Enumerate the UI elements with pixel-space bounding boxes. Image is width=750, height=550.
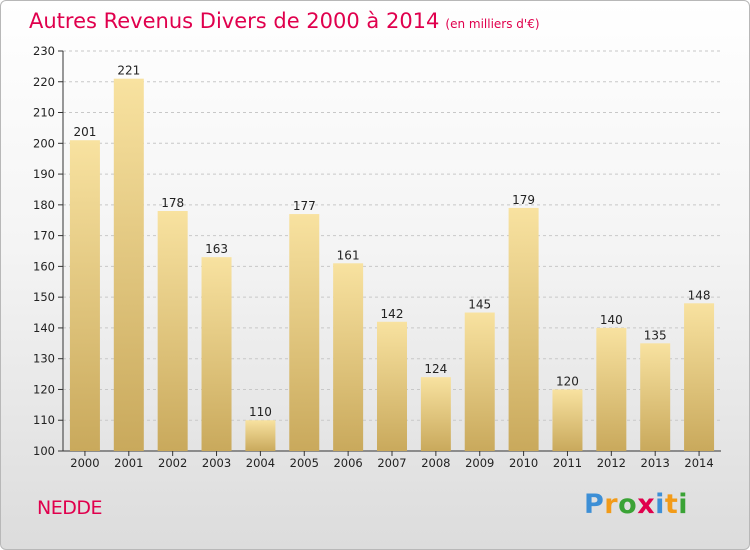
y-tick-label: 130 — [33, 352, 55, 366]
x-tick-label: 2001 — [114, 456, 143, 470]
data-label-2011: 120 — [556, 374, 579, 388]
y-tick-label: 190 — [33, 167, 55, 181]
bar-2012 — [596, 327, 627, 451]
data-label-2007: 142 — [381, 307, 404, 321]
y-tick-label: 220 — [33, 75, 55, 89]
y-tick-label: 150 — [33, 290, 55, 304]
logo-letter: i — [678, 489, 689, 520]
data-label-2010: 179 — [512, 193, 535, 207]
data-label-2014: 148 — [688, 288, 711, 302]
data-label-2013: 135 — [644, 328, 667, 342]
logo-letter: i — [655, 489, 665, 520]
x-tick-label: 2002 — [158, 456, 187, 470]
y-tick-label: 110 — [33, 413, 55, 427]
y-tick-label: 180 — [33, 198, 55, 212]
commune-name: NEDDE — [37, 497, 102, 519]
data-label-2012: 140 — [600, 313, 623, 327]
data-label-2006: 161 — [337, 248, 360, 262]
x-tick-label: 2003 — [202, 456, 231, 470]
axes: 100 110 120 130 140 150 160 170 180 190 200 210 220 2… — [33, 44, 721, 470]
title-text: Autres Revenus Divers de 2000 à 2014 — [29, 9, 440, 33]
y-tick-label: 160 — [33, 259, 55, 273]
data-label-2004: 110 — [249, 405, 272, 419]
bar-2002 — [157, 211, 188, 451]
x-tick-label: 2010 — [509, 456, 538, 470]
bars — [69, 78, 715, 451]
x-tick-label: 2013 — [641, 456, 670, 470]
bar-2006 — [333, 263, 364, 451]
y-tick-label: 120 — [33, 382, 55, 396]
bar-2009 — [464, 312, 495, 451]
y-tick-label: 140 — [33, 321, 55, 335]
x-tick-label: 2005 — [290, 456, 319, 470]
x-tick-label: 2006 — [333, 456, 362, 470]
chart-title: Autres Revenus Divers de 2000 à 2014 (en … — [29, 9, 540, 33]
y-tick-label: 170 — [33, 229, 55, 243]
bar-2011 — [552, 389, 583, 451]
y-tick-label: 200 — [33, 136, 55, 150]
logo-letter: r — [604, 489, 619, 520]
x-tick-label: 2012 — [597, 456, 626, 470]
data-label-2001: 221 — [117, 64, 140, 78]
bar-2008 — [420, 377, 451, 451]
y-tick-label: 230 — [33, 44, 55, 58]
bar-2000 — [69, 140, 100, 451]
data-label-2002: 178 — [161, 196, 184, 210]
x-tick-label: 2008 — [421, 456, 450, 470]
data-label-2008: 124 — [424, 362, 447, 376]
data-label-2000: 201 — [73, 125, 96, 139]
x-tick-label: 2007 — [377, 456, 406, 470]
x-tick-label: 2011 — [553, 456, 582, 470]
bar-2013 — [640, 343, 671, 451]
logo-letter: t — [664, 489, 679, 520]
data-label-2003: 163 — [205, 242, 228, 256]
logo-letter: x — [637, 489, 656, 520]
logo-letter: o — [618, 489, 638, 520]
bar-2003 — [201, 257, 232, 451]
bar-2010 — [508, 207, 539, 451]
x-tick-label: 2014 — [684, 456, 713, 470]
data-label-2009: 145 — [468, 298, 491, 312]
data-labels: 201 221 178 163 110 177 161 142 124 145 179 120 140 1… — [73, 64, 710, 420]
title-unit: (en milliers d'€) — [445, 17, 540, 31]
y-tick-label: 210 — [33, 106, 55, 120]
x-tick-label: 2000 — [70, 456, 99, 470]
data-label-2005: 177 — [293, 199, 316, 213]
bar-2001 — [113, 78, 144, 451]
bar-2014 — [684, 303, 715, 451]
bar-2007 — [377, 321, 407, 451]
bar-2005 — [289, 214, 320, 451]
proxiti-logo[interactable]: Proxiti — [584, 489, 688, 520]
x-tick-label: 2004 — [246, 456, 275, 470]
x-tick-label: 2009 — [465, 456, 494, 470]
y-tick-label: 100 — [33, 444, 55, 458]
logo-letter: P — [584, 489, 605, 520]
bar-2004 — [245, 420, 276, 451]
